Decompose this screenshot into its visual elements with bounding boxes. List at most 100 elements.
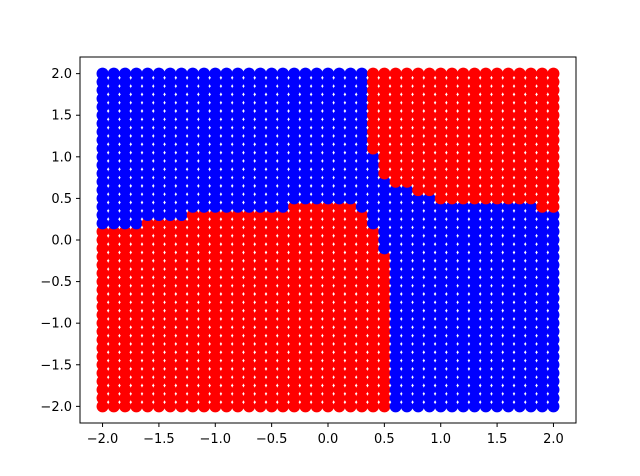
data-point: [344, 84, 357, 97]
data-point: [254, 392, 267, 405]
data-point: [479, 275, 492, 288]
data-point: [322, 367, 334, 380]
data-point: [344, 317, 357, 330]
data-point: [479, 125, 492, 138]
data-point: [119, 175, 132, 188]
data-point: [536, 350, 549, 363]
data-point: [96, 275, 109, 288]
data-point: [367, 333, 380, 346]
data-point: [198, 317, 210, 330]
data-point: [333, 109, 346, 122]
data-point: [288, 300, 301, 313]
data-point: [457, 250, 470, 263]
data-point: [524, 192, 537, 205]
data-point: [276, 200, 289, 213]
data-point: [130, 275, 143, 288]
data-point: [547, 134, 560, 147]
data-point: [152, 175, 165, 188]
data-point: [243, 367, 256, 380]
data-point: [254, 142, 267, 155]
data-point: [491, 367, 504, 380]
data-point: [276, 258, 289, 271]
data-point: [175, 300, 188, 313]
data-point: [119, 167, 132, 180]
data-point: [524, 175, 537, 188]
data-point: [513, 392, 526, 405]
data-point: [513, 84, 526, 97]
data-point: [198, 225, 210, 238]
data-point: [367, 234, 380, 246]
data-point: [141, 159, 154, 172]
data-point: [186, 250, 199, 263]
data-point: [344, 159, 357, 172]
data-point: [434, 392, 447, 405]
data-point: [119, 159, 132, 172]
data-point: [107, 117, 120, 130]
data-point: [536, 375, 549, 388]
data-point: [524, 308, 537, 321]
data-point: [209, 142, 222, 155]
data-point: [209, 308, 222, 321]
data-point: [513, 234, 526, 246]
data-point: [276, 375, 289, 388]
data-point: [412, 375, 425, 388]
data-point: [355, 242, 368, 255]
data-point: [446, 250, 458, 263]
data-point: [130, 200, 143, 213]
data-point: [457, 342, 470, 355]
data-point: [141, 400, 154, 413]
data-point: [524, 317, 537, 330]
data-point: [333, 159, 346, 172]
data-point: [446, 217, 458, 230]
data-point: [220, 175, 233, 188]
data-point: [198, 400, 210, 413]
data-point: [491, 134, 504, 147]
data-point: [344, 67, 357, 80]
data-point: [96, 308, 109, 321]
data-point: [141, 250, 154, 263]
data-point: [479, 250, 492, 263]
data-point: [265, 175, 278, 188]
data-point: [119, 200, 132, 213]
data-point: [367, 367, 380, 380]
data-point: [243, 109, 256, 122]
data-point: [186, 392, 199, 405]
data-point: [107, 308, 120, 321]
data-point: [412, 67, 425, 80]
data-point: [130, 225, 143, 238]
y-tick-label: −0.5: [40, 275, 72, 290]
data-point: [265, 325, 278, 338]
data-point: [186, 100, 199, 113]
data-point: [141, 125, 154, 138]
data-point: [536, 325, 549, 338]
data-point: [547, 159, 560, 172]
x-tick-label: 1.0: [430, 432, 451, 447]
data-point: [310, 342, 323, 355]
data-point: [220, 350, 233, 363]
data-point: [378, 134, 391, 147]
data-point: [186, 175, 199, 188]
data-point: [491, 242, 504, 255]
data-point: [513, 358, 526, 371]
data-point: [446, 375, 458, 388]
data-point: [107, 92, 120, 105]
data-point: [186, 375, 199, 388]
data-point: [524, 167, 537, 180]
data-point: [389, 375, 402, 388]
data-point: [310, 333, 323, 346]
data-point: [243, 375, 256, 388]
data-point: [434, 250, 447, 263]
data-point: [468, 117, 481, 130]
data-point: [220, 142, 233, 155]
data-point: [389, 400, 402, 413]
data-point: [288, 167, 301, 180]
data-point: [400, 125, 413, 138]
data-point: [468, 184, 481, 197]
data-point: [423, 217, 436, 230]
data-point: [220, 100, 233, 113]
data-point: [524, 225, 537, 238]
data-point: [389, 325, 402, 338]
data-point: [288, 250, 301, 263]
data-point: [186, 117, 199, 130]
